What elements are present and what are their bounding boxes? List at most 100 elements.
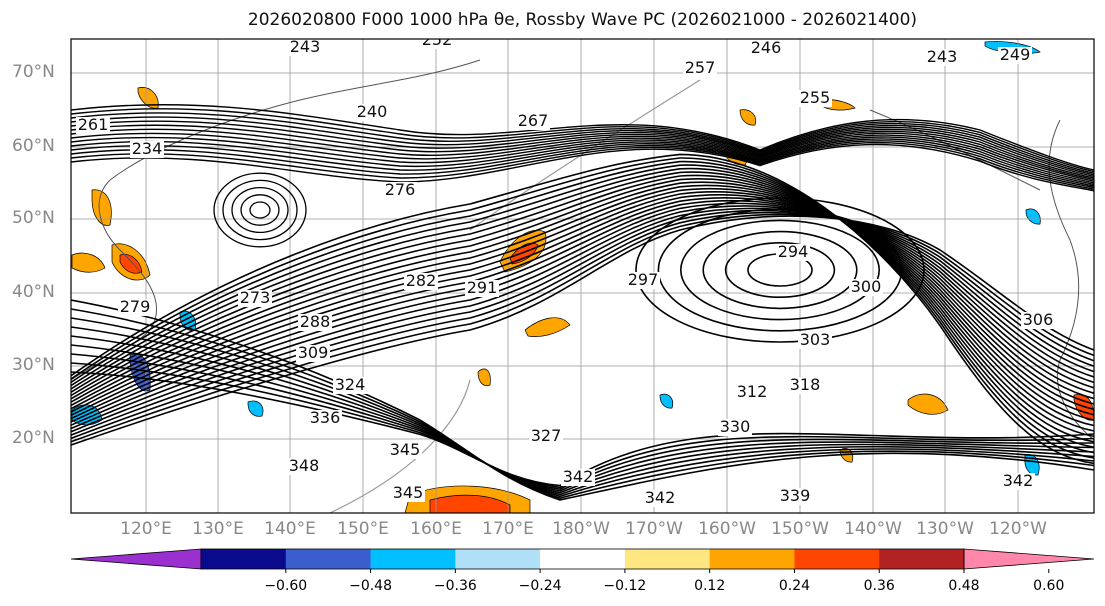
contour-label-text: 273 <box>240 288 271 307</box>
contour-label-halo <box>798 332 832 349</box>
contour-label: 297 <box>626 270 660 289</box>
contour-label-halo <box>383 182 417 199</box>
contour-label: 312 <box>735 382 769 401</box>
contour-line <box>702 230 858 310</box>
contour-label-halo <box>1001 473 1035 490</box>
contour-line <box>679 219 880 321</box>
contour-label-text: 294 <box>778 242 809 261</box>
colorbar-segment <box>201 549 287 569</box>
contour-label-text: 267 <box>518 111 549 130</box>
contour-label: 234 <box>130 139 164 158</box>
longitude-label: 170°E <box>482 519 534 539</box>
contour-line <box>657 208 903 332</box>
contour-label-text: 336 <box>310 408 341 427</box>
contour-label-halo <box>776 244 810 261</box>
contour-line <box>240 194 280 226</box>
latitude-label: 20°N <box>12 428 55 448</box>
colorbar-segment <box>285 549 372 569</box>
contour-line <box>71 104 1094 171</box>
anomaly-patch <box>71 252 106 273</box>
contour-label-halo <box>561 469 595 486</box>
colorbar-segment <box>455 549 541 569</box>
contour-label-halo <box>735 384 769 401</box>
longitude-label: 180°W <box>552 519 610 539</box>
longitude-label: 160°E <box>410 519 462 539</box>
contour-label: 282 <box>404 271 438 290</box>
contour-label-halo <box>1021 312 1055 329</box>
contour-label: 327 <box>529 426 563 445</box>
contour-label: 273 <box>238 288 272 307</box>
contour-line <box>71 140 1094 189</box>
anomaly-patch <box>119 254 143 274</box>
contour-label: 243 <box>288 39 322 56</box>
colorbar-segment <box>624 549 711 569</box>
contour-line <box>71 124 1094 179</box>
anomaly-patch <box>739 109 756 126</box>
contour-label: 279 <box>118 297 152 316</box>
contour-line <box>71 143 1094 192</box>
contour-label: 348 <box>287 456 321 475</box>
contour-line <box>71 174 1094 432</box>
contour-line <box>71 190 1094 413</box>
contour-label-halo <box>404 273 438 290</box>
contour-label-text: 276 <box>385 180 416 199</box>
anomaly-patch <box>91 189 112 226</box>
contour-label-text: 257 <box>685 58 716 77</box>
contour-label-text: 342 <box>1003 471 1034 490</box>
contour-label-text: 300 <box>851 277 882 296</box>
colorbar-tick-label: −0.48 <box>349 578 392 594</box>
contour-line <box>71 112 1094 174</box>
contour-line <box>71 181 1094 421</box>
contour-label: 303 <box>798 330 832 349</box>
contour-line <box>71 116 1094 176</box>
colorbar-tick-label: 0.48 <box>948 578 980 594</box>
contour-label-halo <box>308 410 342 427</box>
colorbar-tick-label: −0.12 <box>603 578 647 594</box>
contour-label-text: 324 <box>335 375 366 394</box>
contour-line <box>71 187 1094 411</box>
contour-label: 276 <box>383 180 417 199</box>
contour-line <box>71 160 1094 454</box>
contour-label-halo <box>465 280 499 297</box>
contour-label: 288 <box>298 312 332 331</box>
contour-label-halo <box>118 299 152 316</box>
contour-label-text: 240 <box>357 102 388 121</box>
contour-label-halo <box>749 40 783 57</box>
latitude-label: 40°N <box>12 282 55 302</box>
colorbar-segment <box>370 549 456 569</box>
longitude-label: 170°W <box>625 519 683 539</box>
contour-label: 261 <box>76 115 110 134</box>
contour-line <box>71 184 1094 416</box>
projection-arc <box>329 379 471 513</box>
contour-label-text: 330 <box>720 417 751 436</box>
contour-label: 249 <box>998 45 1032 64</box>
anomaly-patch <box>907 393 949 415</box>
longitude-label: 160°W <box>698 519 756 539</box>
contour-label: 336 <box>308 408 342 427</box>
contour-line <box>71 164 1094 448</box>
contour-label-text: 348 <box>289 456 320 475</box>
colorbar-tick-label: 0.60 <box>1033 578 1065 594</box>
longitude-label: 140°W <box>844 519 902 539</box>
contour-label-halo <box>288 39 322 56</box>
contour-label-halo <box>998 47 1032 64</box>
contour-line <box>71 136 1094 186</box>
colorbar-segment <box>709 549 795 569</box>
contour-line <box>71 371 1094 487</box>
contour-line <box>71 134 1094 184</box>
contour-label: 246 <box>749 39 783 57</box>
contour-line <box>71 205 1094 430</box>
contour-label: 342 <box>1001 471 1035 490</box>
contour-label-halo <box>788 377 822 394</box>
contour-line <box>71 132 1094 182</box>
contour-line <box>71 120 1094 178</box>
map-body: 243 252 246 257 255 249 243 261 267 240 234 276 294 2… <box>71 39 1094 513</box>
contour-label-text: 282 <box>406 271 437 290</box>
contour-label: 240 <box>355 102 389 121</box>
latitude-label: 30°N <box>12 355 55 375</box>
contour-label-halo <box>718 419 752 436</box>
longitude-label: 150°W <box>771 519 829 539</box>
contour-label: 300 <box>849 277 883 296</box>
contour-line <box>635 197 925 343</box>
